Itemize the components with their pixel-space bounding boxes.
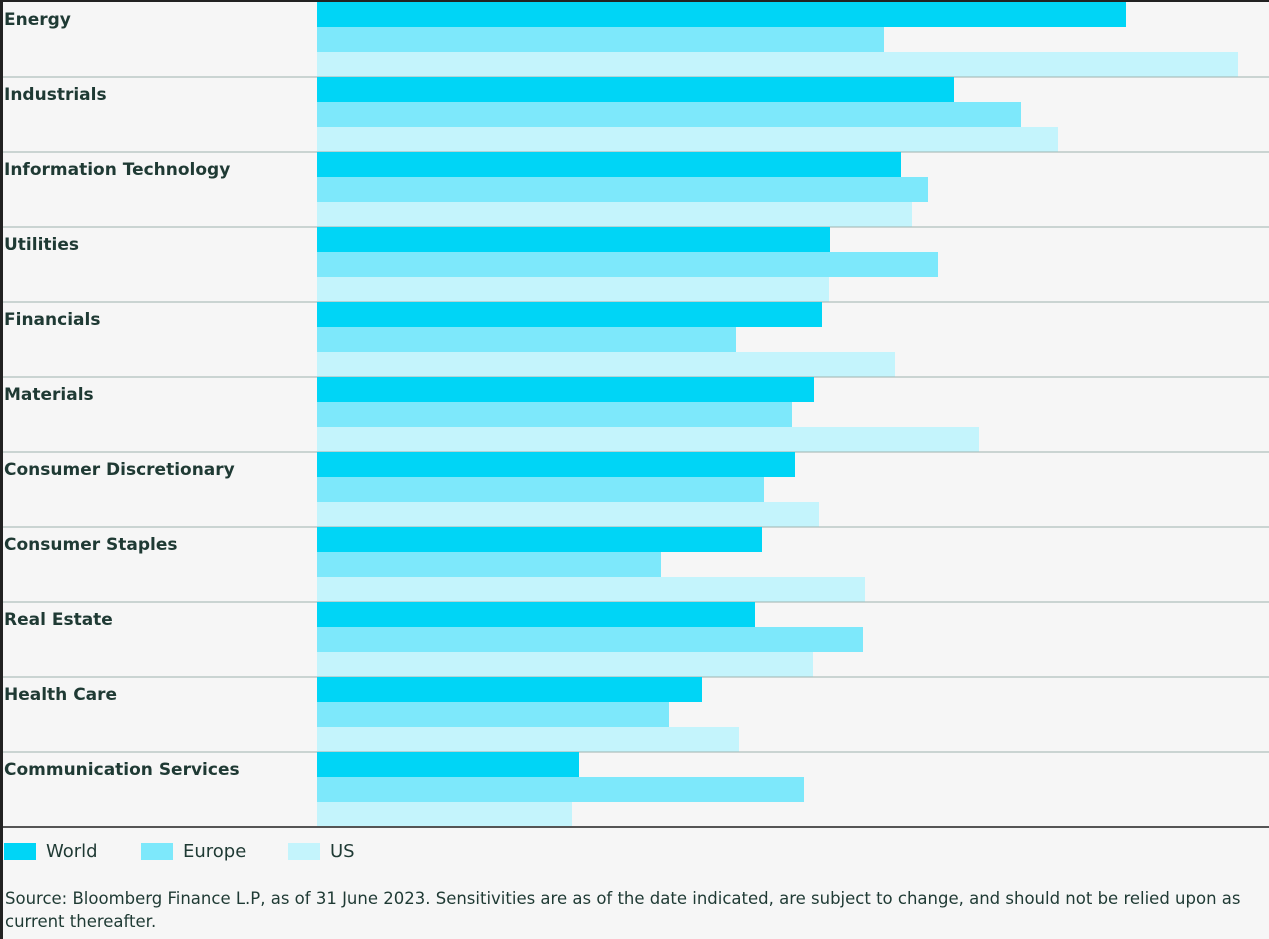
bar xyxy=(317,627,863,652)
bar xyxy=(317,802,572,827)
bar xyxy=(317,752,579,777)
bar xyxy=(317,27,884,52)
bar xyxy=(317,552,661,577)
source-note: Source: Bloomberg Finance L.P, as of 31 … xyxy=(5,889,1241,931)
bar xyxy=(317,127,1058,152)
category-label: Information Technology xyxy=(4,160,230,180)
category-label: Real Estate xyxy=(4,610,113,630)
bar xyxy=(317,352,895,377)
legend-label: Europe xyxy=(183,841,246,862)
bar xyxy=(317,377,814,402)
category-label: Communication Services xyxy=(4,760,240,780)
bar xyxy=(317,677,702,702)
bar xyxy=(317,452,795,477)
category-label: Materials xyxy=(4,385,94,405)
legend-swatch xyxy=(141,843,173,860)
legend-label: US xyxy=(330,841,355,862)
bar xyxy=(317,302,822,327)
category-label: Health Care xyxy=(4,685,117,705)
bar xyxy=(317,227,830,252)
bar xyxy=(317,502,819,527)
bar xyxy=(317,102,1021,127)
category-label: Consumer Staples xyxy=(4,535,178,555)
category-label: Consumer Discretionary xyxy=(4,460,235,480)
bar xyxy=(317,277,829,302)
bar xyxy=(317,577,865,602)
bar xyxy=(317,152,901,177)
bar xyxy=(317,52,1238,77)
category-label: Energy xyxy=(4,10,71,30)
bar xyxy=(317,77,954,102)
bar xyxy=(317,602,755,627)
bar xyxy=(317,777,804,802)
bar xyxy=(317,527,762,552)
bar xyxy=(317,252,938,277)
bar xyxy=(317,727,739,752)
bar xyxy=(317,402,792,427)
bar xyxy=(317,702,669,727)
legend-swatch xyxy=(4,843,36,860)
bar xyxy=(317,477,764,502)
legend-label: World xyxy=(46,841,98,862)
bar xyxy=(317,177,928,202)
bar xyxy=(317,327,736,352)
chart-svg: Energy Industrials Information Technology U… xyxy=(3,2,1269,862)
bar xyxy=(317,652,813,677)
bar xyxy=(317,427,979,452)
category-label: Financials xyxy=(4,310,100,330)
legend-swatch xyxy=(288,843,320,860)
bar xyxy=(317,2,1126,27)
bar xyxy=(317,202,912,227)
category-label: Utilities xyxy=(4,235,79,255)
category-label: Industrials xyxy=(4,85,107,105)
